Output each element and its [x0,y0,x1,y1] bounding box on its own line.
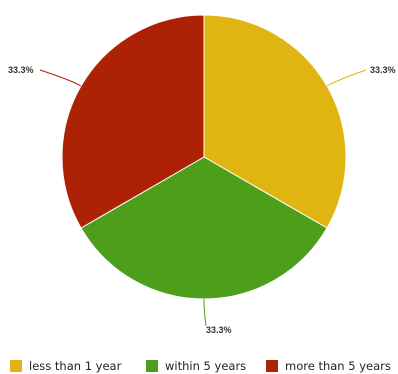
pie-slices [61,14,347,300]
label-connectors [39,69,367,327]
label-connector-more-than-5-years [39,69,82,87]
legend: less than 1 year within 5 years more tha… [10,359,391,373]
data-label-less-than-1-year: 33.3% [370,65,396,75]
data-label-more-than-5-years: 33.3% [8,65,34,75]
legend-swatch-within-5-years [146,360,158,372]
legend-swatch-more-than-5-years [266,360,278,372]
legend-label-less-than-1-year: less than 1 year [29,359,122,373]
label-connector-less-than-1-year [326,69,367,87]
legend-swatch-less-than-1-year [10,360,22,372]
label-connector-within-5-years [203,298,207,327]
legend-label-more-than-5-years: more than 5 years [285,359,391,373]
legend-label-within-5-years: within 5 years [165,359,246,373]
data-label-within-5-years: 33.3% [206,325,232,335]
pie-slice-more-than-5-years [61,14,205,229]
pie-slice-less-than-1-year [203,14,347,229]
